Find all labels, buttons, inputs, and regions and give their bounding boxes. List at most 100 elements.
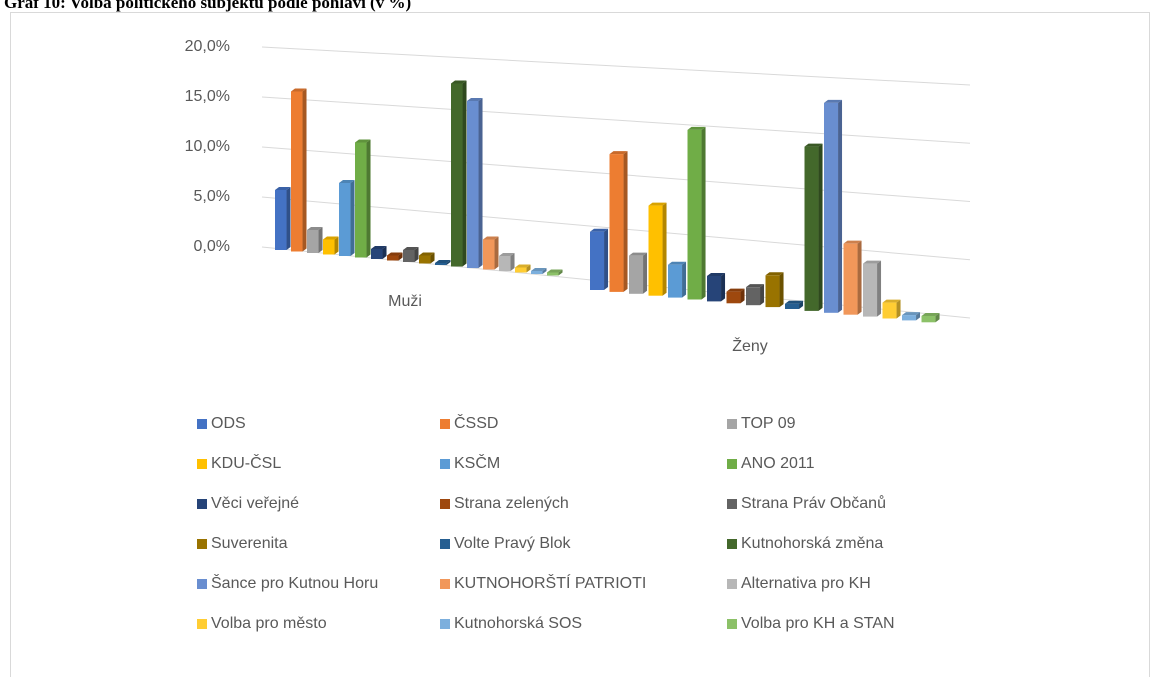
bar-top [291, 88, 307, 92]
bar-top [882, 299, 901, 303]
bar-side [286, 187, 291, 250]
bar-side [721, 272, 726, 302]
bar [687, 129, 702, 300]
bar-side [662, 202, 667, 296]
bar-top [902, 312, 921, 316]
bar-top [629, 252, 648, 256]
bar-side [760, 284, 765, 306]
bar [515, 267, 527, 273]
bar-side [526, 264, 531, 273]
legend-label: Volba pro KH a STAN [741, 615, 895, 632]
bar-side [682, 261, 687, 298]
legend-label: Věci veřejné [211, 495, 299, 512]
bar-top [726, 288, 745, 292]
bar-top [648, 202, 667, 206]
bar-top [323, 236, 339, 240]
bar-side [478, 98, 483, 268]
bar [863, 263, 878, 317]
bar-side [494, 236, 499, 270]
bar-top [746, 284, 765, 288]
bar-side [857, 240, 862, 315]
legend-label: Šance pro Kutnou Horu [211, 573, 378, 592]
bar [371, 249, 383, 259]
bar-side [446, 260, 451, 265]
legend-label: KUTNOHORŠTÍ PATRIOTI [454, 573, 646, 592]
bar [531, 271, 543, 274]
bar-top [387, 252, 403, 256]
legend-label: ANO 2011 [741, 455, 815, 472]
bar-top [307, 227, 323, 230]
legend-label: Strana zelených [454, 495, 569, 512]
bar [339, 183, 351, 256]
bar-side [510, 253, 515, 271]
bar-top [339, 180, 355, 183]
bar-side [542, 268, 547, 274]
bar [765, 275, 780, 308]
legend-swatch [440, 459, 450, 469]
legend-label: TOP 09 [741, 415, 796, 432]
bar [648, 205, 663, 296]
grid-line [261, 96, 971, 144]
bar-top [419, 252, 435, 256]
bar [629, 255, 644, 294]
legend-swatch [197, 579, 207, 589]
bar [275, 190, 287, 250]
bar-side [623, 151, 628, 292]
bar [804, 146, 819, 311]
legend-label: Strana Práv Občanů [741, 494, 886, 512]
legend-label: KDU-ČSL [211, 453, 281, 472]
legend-swatch [440, 419, 450, 429]
bar [499, 256, 511, 271]
legend-swatch [727, 419, 737, 429]
bar [785, 303, 800, 309]
legend-swatch [727, 619, 737, 629]
bar [291, 91, 303, 252]
bar-top [863, 260, 882, 264]
legend-label: Volba pro město [211, 615, 327, 632]
chart-frame [10, 12, 1150, 677]
bar-side [740, 288, 745, 304]
legend-label: ČSSD [454, 413, 498, 432]
legend-label: Kutnohorská změna [741, 535, 883, 552]
bar-side [430, 252, 435, 264]
bar-side [799, 300, 804, 309]
bar-top [403, 247, 419, 250]
legend-swatch [197, 459, 207, 469]
bar [467, 101, 479, 268]
bar [435, 263, 447, 265]
bar [403, 250, 415, 262]
bar-top [531, 268, 547, 271]
legend-swatch [197, 499, 207, 509]
bar-top [371, 246, 387, 249]
bar-top [921, 312, 940, 316]
legend-swatch [727, 539, 737, 549]
bar [483, 239, 495, 270]
bar-top [547, 269, 563, 273]
legend-swatch [440, 499, 450, 509]
y-tick-label: 20,0% [185, 38, 230, 55]
bar-top [824, 99, 843, 103]
bar-side [916, 312, 921, 321]
legend-swatch [440, 619, 450, 629]
legend-label: Alternativa pro KH [741, 575, 871, 592]
bar-top [355, 139, 371, 143]
bar [590, 231, 605, 290]
legend-label: Kutnohorská SOS [454, 615, 582, 632]
bar [355, 142, 367, 258]
bar-top [668, 261, 687, 265]
bar-side [366, 139, 371, 258]
bar [726, 291, 741, 304]
chart-title: Graf 10: Volba politického subjektu podl… [4, 0, 411, 12]
bar-top [483, 236, 499, 240]
bar-side [896, 299, 901, 319]
bar [746, 287, 761, 306]
bar-side [838, 99, 843, 313]
legend-swatch [197, 419, 207, 429]
bar-top [687, 126, 706, 130]
bar-top [843, 240, 862, 244]
bar-top [275, 187, 291, 190]
bar-top [707, 272, 726, 276]
legend-label: ODS [211, 415, 246, 432]
